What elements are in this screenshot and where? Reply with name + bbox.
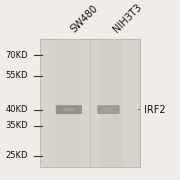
Text: IRF2: IRF2 [144,105,166,114]
Text: SW480: SW480 [68,3,100,34]
Text: NIH3T3: NIH3T3 [112,2,144,34]
FancyBboxPatch shape [56,105,82,114]
FancyBboxPatch shape [100,39,123,167]
Ellipse shape [103,108,114,111]
Text: 35KD: 35KD [5,121,28,130]
Text: 70KD: 70KD [5,51,28,60]
Text: 55KD: 55KD [5,71,28,80]
FancyBboxPatch shape [97,105,120,114]
FancyBboxPatch shape [40,39,140,167]
Text: 40KD: 40KD [5,105,28,114]
FancyBboxPatch shape [57,39,80,167]
Text: 25KD: 25KD [5,152,28,161]
Ellipse shape [63,108,75,111]
